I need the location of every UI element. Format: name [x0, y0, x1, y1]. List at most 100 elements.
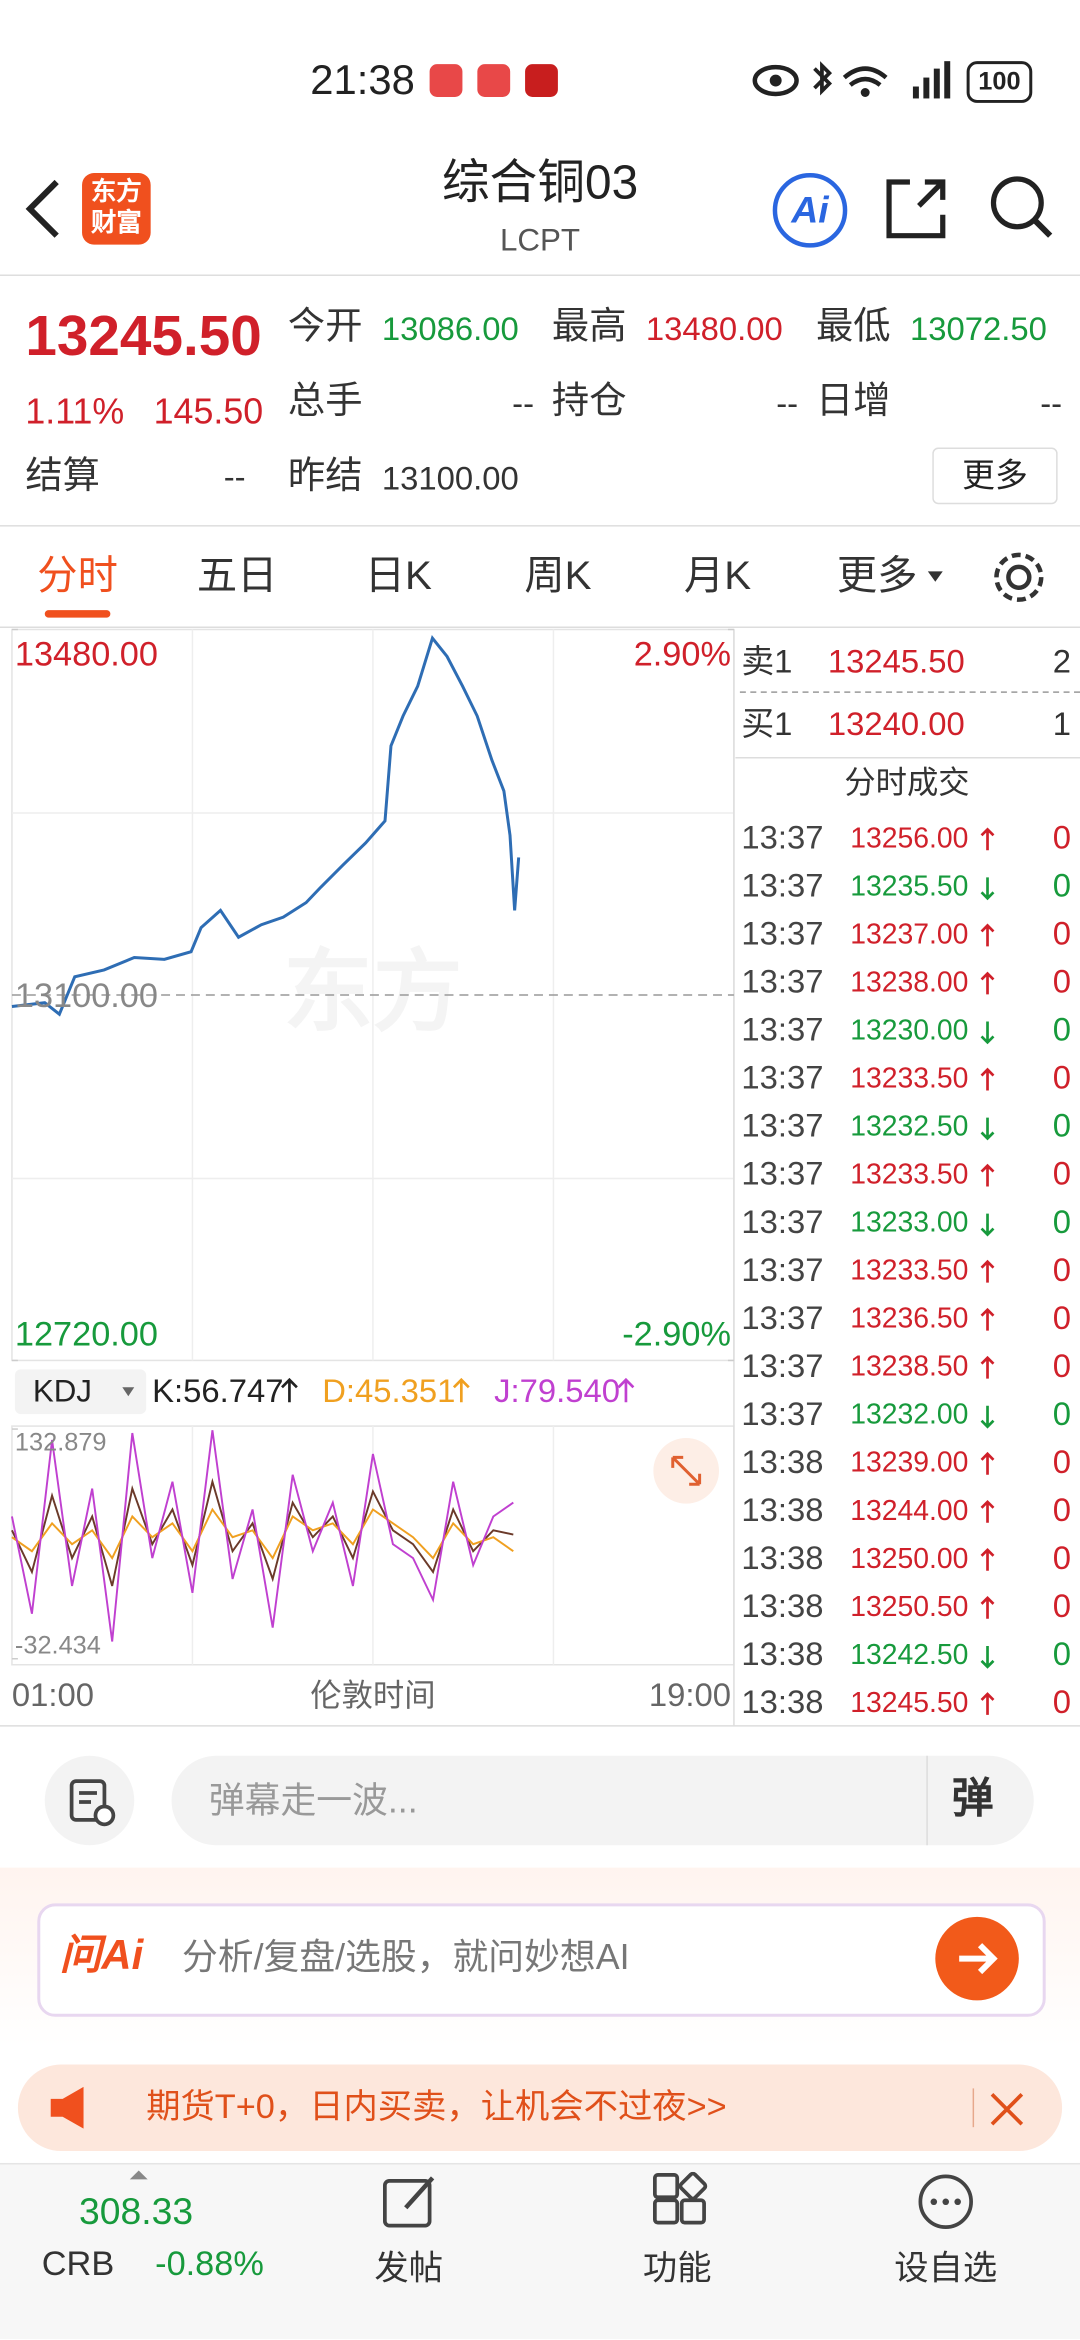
danmu-button[interactable]: 弹 — [951, 1775, 994, 1822]
divider — [0, 525, 1080, 527]
legend-arrow — [617, 1377, 635, 1403]
share-button[interactable] — [883, 176, 952, 242]
caret — [129, 2170, 148, 2180]
trade-price: 13235.50 — [850, 870, 968, 902]
field-value: 13480.00 — [645, 310, 783, 348]
trade-direction — [980, 1596, 995, 1619]
trades-title: 分时成交 — [844, 765, 969, 800]
book-label: 买1 — [741, 705, 792, 742]
tab[interactable]: 日K — [364, 553, 432, 599]
ai-send[interactable] — [935, 1916, 1019, 2001]
status-icons — [752, 61, 951, 99]
back-button[interactable] — [21, 176, 66, 242]
trade-price: 13230.00 — [850, 1014, 968, 1046]
y2-tick-label: -2.90% — [622, 1316, 731, 1354]
trade-direction — [980, 877, 995, 901]
trade-direction — [980, 1499, 995, 1523]
trade-price: 13236.50 — [850, 1303, 968, 1335]
field-value: -- — [223, 457, 246, 496]
trade-price: 13256.00 — [850, 822, 968, 854]
trade-direction — [980, 1355, 995, 1379]
y-tick-label: -32.434 — [15, 1632, 101, 1660]
danmu-placeholder: 弹幕走一波... — [208, 1781, 418, 1822]
tab[interactable]: 更多 — [836, 553, 918, 599]
trade-direction — [980, 923, 995, 947]
index-value: 308.33 — [79, 2191, 194, 2234]
field-label: 昨结 — [287, 454, 363, 497]
trade-time: 13:37 — [741, 819, 823, 856]
trade-volume: 0 — [1053, 1155, 1071, 1192]
trade-price: 13237.00 — [850, 918, 968, 950]
tab[interactable]: 月K — [683, 553, 752, 599]
legend-entry: K:56.747 — [152, 1372, 283, 1409]
tab[interactable]: 分时 — [37, 553, 118, 599]
book-label: 卖1 — [741, 642, 792, 679]
trade-price: 13233.00 — [850, 1207, 968, 1239]
trade-time: 13:37 — [741, 1059, 823, 1096]
trade-time: 13:38 — [741, 1635, 823, 1672]
change-pct: 1.11% — [25, 392, 125, 433]
y-tick-label: 13480.00 — [15, 635, 158, 673]
field-value: 13072.50 — [909, 310, 1047, 348]
trade-direction — [980, 1307, 995, 1331]
expand-icon — [671, 1455, 702, 1486]
divider — [0, 626, 1080, 629]
trade-price: 13244.00 — [850, 1495, 968, 1527]
trade-time: 13:37 — [741, 915, 823, 952]
nav-item[interactable]: 设自选 — [894, 2248, 998, 2287]
trade-direction — [980, 827, 995, 851]
settings-button[interactable] — [990, 549, 1047, 606]
nav-item[interactable]: 功能 — [642, 2248, 712, 2287]
more-button[interactable]: 更多 — [932, 447, 1058, 505]
danmu-input[interactable] — [171, 1755, 1034, 1846]
trade-price: 13250.00 — [850, 1543, 968, 1575]
nav-item[interactable]: 发帖 — [374, 2248, 444, 2287]
trade-volume: 0 — [1053, 1107, 1071, 1144]
ai-button[interactable]: Ai — [772, 173, 848, 248]
danmu-settings[interactable] — [44, 1755, 135, 1846]
trade-volume: 0 — [1053, 1347, 1071, 1384]
trade-volume: 0 — [1053, 1011, 1071, 1048]
field-value: 13086.00 — [381, 310, 519, 348]
title: 综合铜03 — [441, 155, 639, 209]
trade-volume: 0 — [1053, 1491, 1071, 1528]
trade-price: 13250.50 — [850, 1591, 968, 1623]
field-label: 总手 — [287, 380, 363, 423]
trade-time: 13:38 — [741, 1443, 823, 1480]
trade-time: 13:37 — [741, 1347, 823, 1384]
ai-logo: 问Ai — [59, 1931, 144, 1979]
trade-time: 13:38 — [741, 1587, 823, 1624]
logo-line: 财富 — [90, 208, 142, 238]
trade-price: 13238.50 — [850, 1351, 968, 1383]
search-button[interactable] — [988, 173, 1057, 245]
bottom-nav — [0, 2162, 1080, 2340]
field-label: 结算 — [25, 454, 100, 497]
ai-input[interactable] — [37, 1903, 1046, 2017]
trade-volume: 0 — [1053, 819, 1071, 856]
trade-volume: 0 — [1053, 1059, 1071, 1096]
trade-time: 13:37 — [741, 1155, 823, 1192]
megaphone — [50, 2086, 84, 2129]
trade-price: 13233.50 — [850, 1159, 968, 1191]
trade-time: 13:37 — [741, 1107, 823, 1144]
divider — [972, 2088, 975, 2128]
tab[interactable]: 周K — [524, 553, 592, 599]
trade-price: 13232.00 — [850, 1399, 968, 1431]
field-label: 最低 — [815, 305, 891, 348]
banner[interactable] — [17, 2064, 1063, 2152]
field-label: 最高 — [551, 305, 627, 348]
divider — [0, 274, 1080, 276]
data-line — [11, 635, 521, 1017]
banner-text: 期货T+0，日内买卖，让机会不过夜>> — [146, 2086, 727, 2126]
trade-time: 13:38 — [741, 1539, 823, 1576]
tab[interactable]: 五日 — [196, 553, 278, 599]
indicator-select[interactable] — [14, 1369, 147, 1415]
trade-time: 13:37 — [741, 963, 823, 1000]
banner-close[interactable] — [988, 2090, 1027, 2129]
change: 145.50 — [153, 392, 264, 433]
logo-line: 东方 — [90, 177, 142, 206]
book-volume: 1 — [1053, 705, 1071, 742]
trade-volume: 0 — [1053, 1203, 1071, 1240]
